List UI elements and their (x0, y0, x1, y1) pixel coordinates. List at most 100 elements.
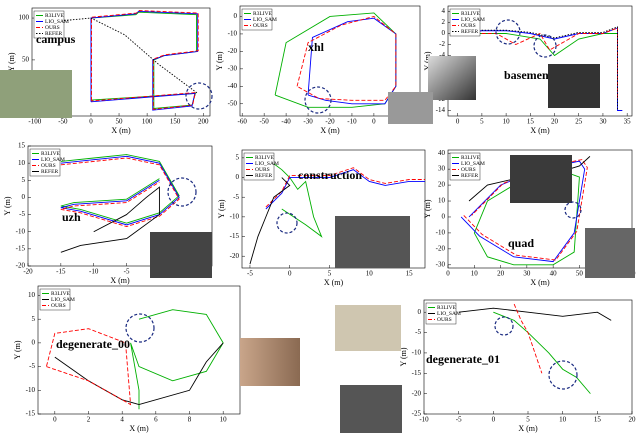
x-tick-label: 30 (523, 270, 531, 278)
photo-inset (335, 216, 410, 268)
x-tick-label: 35 (624, 118, 632, 126)
plot-frame (423, 299, 633, 415)
x-tick-label: 6 (154, 416, 158, 424)
x-tick-label: 25 (575, 118, 583, 126)
x-tick-label: 4 (120, 416, 124, 424)
x-tick-label: 5 (480, 118, 484, 126)
x-tick-label: -10 (347, 118, 357, 126)
legend-box (39, 288, 71, 311)
x-axis-label: X (m) (129, 424, 149, 433)
y-tick-label: 0 (418, 308, 422, 316)
trajectory (265, 167, 425, 208)
y-tick-label: 5 (32, 315, 36, 323)
y-tick-label: 0 (22, 193, 26, 201)
x-tick-label: -20 (325, 118, 335, 126)
y-tick-label: 30 (438, 165, 446, 173)
panel: -60-50-40-30-20-1001020-50-40-30-20-100X… (215, 5, 422, 135)
legend-label: OURS (461, 23, 476, 29)
trajectory (457, 26, 618, 111)
legend-label: OURS (255, 167, 270, 173)
legend-label: LIO_SAM (437, 311, 461, 317)
trajectory (60, 154, 180, 224)
x-tick-label: -20 (23, 268, 33, 276)
x-tick-label: 0 (492, 416, 496, 424)
x-tick-label: 0 (456, 118, 460, 126)
x-tick-label: -100 (28, 118, 41, 126)
legend-box (241, 8, 273, 31)
x-tick-label: 10 (220, 416, 228, 424)
y-tick-label: -14 (436, 106, 446, 114)
x-tick-label: 0 (89, 118, 93, 126)
y-tick-label: 100 (19, 14, 30, 22)
zoom-circle (533, 34, 557, 58)
legend-label: R3LIVE (461, 11, 481, 17)
legend-label: REFER (255, 173, 272, 179)
y-tick-label: 0 (236, 173, 240, 181)
photo-inset (340, 385, 402, 433)
photo-inset (240, 338, 300, 386)
zoom-circle (167, 177, 197, 207)
x-axis-label: X (m) (320, 126, 340, 135)
legend-label: LIO_SAM (461, 17, 485, 23)
y-tick-label: 40 (438, 149, 446, 157)
y-tick-label: 20 (438, 181, 446, 189)
y-tick-label: -25 (412, 410, 422, 418)
legend-label: R3LIVE (41, 151, 61, 157)
trajectory (457, 33, 618, 105)
panel-title: xhl (308, 40, 325, 54)
y-axis-label: Y (m) (423, 199, 432, 218)
y-tick-label: 0 (442, 213, 446, 221)
legend-label: OURS (437, 317, 452, 323)
panel-title: basement (504, 68, 553, 82)
y-tick-label: -30 (228, 64, 238, 72)
y-tick-label: -5 (19, 210, 25, 218)
legend-box (425, 302, 457, 325)
x-tick-label: -15 (56, 268, 66, 276)
y-tick-label: 4 (442, 7, 446, 15)
insets (0, 19, 635, 433)
y-axis-label: Y (m) (423, 51, 432, 70)
y-tick-label: 10 (438, 197, 446, 205)
x-tick-label: 10 (366, 270, 374, 278)
x-axis-label: X (m) (111, 126, 131, 135)
y-tick-label: -15 (412, 369, 422, 377)
x-tick-label: 20 (629, 416, 637, 424)
trajectory (249, 177, 291, 265)
y-axis-label: Y (m) (399, 347, 408, 366)
x-tick-label: 40 (550, 270, 558, 278)
y-tick-label: -4 (439, 51, 445, 59)
x-tick-label: -50 (58, 118, 68, 126)
legend-label: REFER (461, 173, 478, 179)
x-tick-label: 2 (87, 416, 91, 424)
y-tick-label: -5 (29, 362, 35, 370)
legend-label: OURS (45, 25, 60, 31)
legend-label: LIO_SAM (461, 161, 485, 167)
photo-inset (428, 56, 476, 100)
x-axis-label: X (m) (324, 278, 344, 287)
x-axis-label: X (m) (530, 126, 550, 135)
x-tick-label: 100 (142, 118, 153, 126)
x-tick-label: 30 (599, 118, 607, 126)
panel-title: uzh (62, 210, 81, 224)
x-tick-label: 5 (328, 270, 332, 278)
y-tick-label: -20 (16, 262, 26, 270)
x-tick-label: -40 (281, 118, 291, 126)
photo-inset (510, 155, 572, 203)
y-tick-label: 2 (442, 18, 446, 26)
legend-label: R3LIVE (51, 291, 71, 297)
y-tick-label: 5 (22, 176, 26, 184)
legend-label: LIO_SAM (41, 157, 65, 163)
x-tick-label: 150 (170, 118, 181, 126)
zoom-circle (548, 360, 578, 390)
y-tick-label: 5 (236, 153, 240, 161)
x-tick-label: -5 (247, 270, 253, 278)
trajectory (513, 303, 543, 374)
trajectory (60, 157, 180, 228)
x-tick-label: -10 (89, 268, 99, 276)
trajectory (458, 307, 612, 321)
y-axis-label: Y (m) (215, 51, 224, 70)
legend-label: R3LIVE (437, 305, 457, 311)
x-tick-label: 15 (406, 270, 414, 278)
x-tick-label: -10 (419, 416, 429, 424)
x-tick-label: -50 (259, 118, 269, 126)
